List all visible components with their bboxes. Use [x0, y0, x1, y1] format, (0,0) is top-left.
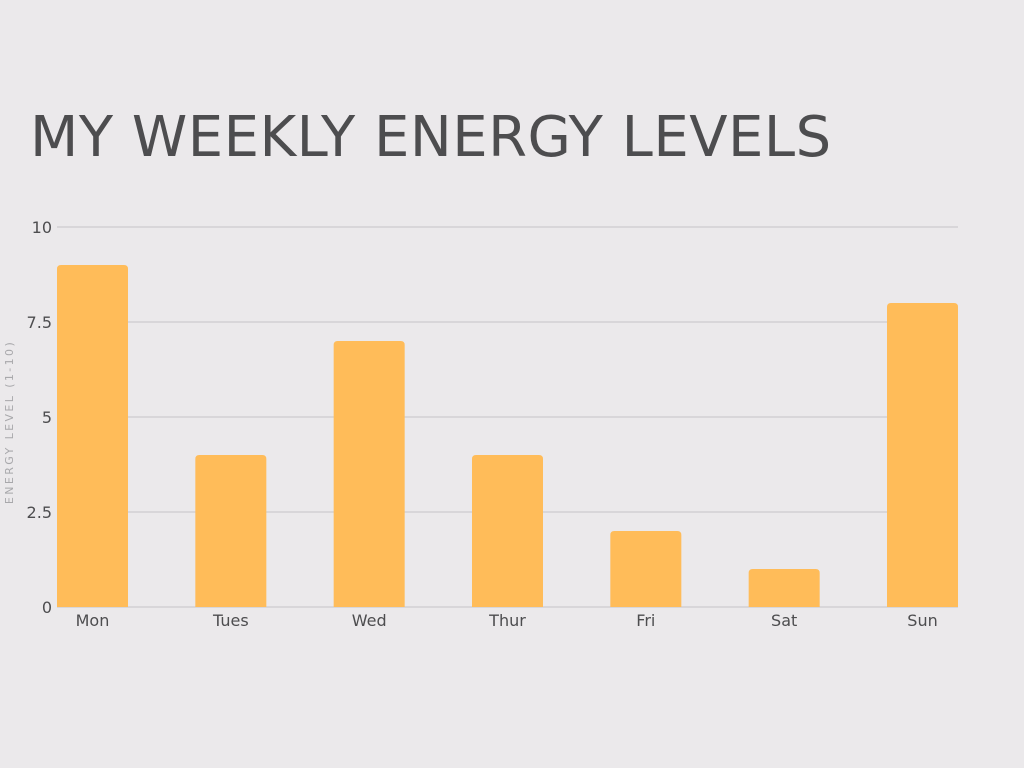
page-title: MY WEEKLY ENERGY LEVELS [30, 105, 832, 170]
x-tick-label-sun: Sun [907, 611, 937, 630]
x-tick-label-sat: Sat [771, 611, 797, 630]
bar-fri [610, 531, 682, 607]
x-tick-label-tues: Tues [212, 611, 249, 630]
y-tick-label: 2.5 [27, 503, 52, 522]
y-tick-labels: 0 2.5 5 7.5 10 [27, 218, 52, 617]
bar-tues [195, 455, 267, 607]
x-tick-labels: Mon Tues Wed Thur Fri Sat Sun [76, 611, 938, 630]
bars [57, 265, 958, 607]
bar-wed [333, 341, 405, 607]
bar-sun [887, 303, 958, 607]
bar-sat [748, 569, 820, 607]
x-tick-label-thur: Thur [488, 611, 526, 630]
x-tick-label-mon: Mon [76, 611, 110, 630]
y-tick-label: 0 [42, 598, 52, 617]
y-axis-title: ENERGY LEVEL (1-10) [3, 340, 16, 504]
bar-mon [57, 265, 128, 607]
y-tick-label: 7.5 [27, 313, 52, 332]
x-tick-label-fri: Fri [636, 611, 655, 630]
y-tick-label: 10 [32, 218, 52, 237]
x-tick-label-wed: Wed [352, 611, 387, 630]
bar-thur [472, 455, 543, 607]
y-tick-label: 5 [42, 408, 52, 427]
